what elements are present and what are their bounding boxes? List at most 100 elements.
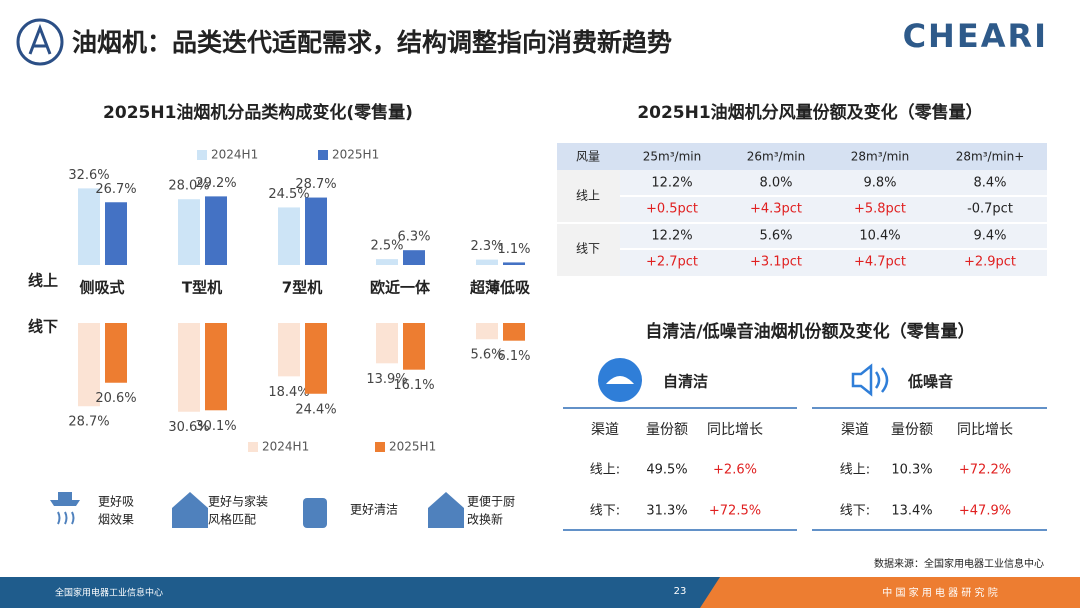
channel-label: 线上 (28, 272, 58, 290)
bar (476, 323, 498, 340)
page-number: 23 (674, 586, 687, 597)
row-label: 线上 (576, 189, 600, 203)
table-cell: 10.3% (891, 463, 932, 478)
change-cell: -0.7pct (967, 202, 1013, 217)
bar (178, 323, 200, 412)
bar (278, 323, 300, 377)
table-header: 同比增长 (957, 422, 1013, 438)
source-note: 数据来源：全国家用电器工业信息中心 (874, 557, 1044, 570)
footer-left: 全国家用电器工业信息中心 (55, 587, 163, 599)
table-cell: 线下: (840, 504, 870, 519)
bar (403, 250, 425, 265)
change-cell: +2.9pct (964, 255, 1016, 270)
table-name: 低噪音 (907, 373, 953, 391)
change-cell: +0.5pct (646, 202, 698, 217)
table-header: 风量 (576, 150, 600, 164)
value-label: 30.1% (195, 419, 236, 434)
feature-icons (50, 492, 464, 528)
value-label: 24.4% (295, 402, 336, 417)
value-label: 2.5% (370, 239, 403, 254)
table-cell: +47.9% (959, 504, 1011, 519)
table-header: 28m³/min (851, 150, 909, 164)
legend-swatch (248, 442, 258, 452)
x-tick-label: T型机 (182, 279, 222, 297)
table-cell: 49.5% (646, 463, 687, 478)
bar (78, 323, 100, 407)
legend-swatch (375, 442, 385, 452)
value-label: 26.7% (95, 182, 136, 197)
table-header: 26m³/min (747, 150, 805, 164)
bar (105, 323, 127, 383)
legend-label: 2025H1 (389, 440, 436, 454)
bar (305, 197, 327, 265)
feature-label: 烟效果 (98, 512, 134, 527)
row-label: 线下 (576, 242, 600, 256)
logo-mark (28, 23, 52, 55)
bar (205, 323, 227, 411)
table-header-bg (557, 143, 1047, 170)
value-label: 6.1% (497, 349, 530, 364)
value-label: 29.2% (195, 176, 236, 191)
feature-label: 风格匹配 (208, 512, 256, 527)
feature-label: 改换新 (467, 512, 503, 527)
table-cell: 13.4% (891, 504, 932, 519)
change-cell: +2.7pct (646, 255, 698, 270)
table-header: 量份额 (891, 422, 933, 438)
table-cell: +72.5% (709, 504, 761, 519)
bar (476, 259, 498, 265)
table-cell: +72.2% (959, 463, 1011, 478)
chart-title: 2025H1油烟机分品类构成变化(零售量) (103, 102, 413, 123)
icon-quiet (851, 363, 889, 397)
change-cell: +4.7pct (854, 255, 906, 270)
value-label: 28.7% (68, 415, 109, 430)
share-cell: 8.4% (973, 176, 1006, 191)
share-cell: 9.8% (863, 176, 896, 191)
footer-accent (700, 577, 1080, 608)
table-cell: 线下: (590, 504, 620, 519)
icon-house (428, 492, 464, 528)
table-name: 自清洁 (663, 373, 708, 391)
legend-swatch (197, 150, 207, 160)
legend-swatch (318, 150, 328, 160)
footer-right: 中 国 家 用 电 器 研 究 院 (882, 586, 997, 599)
table-title: 2025H1油烟机分风量份额及变化（零售量） (637, 102, 982, 123)
value-label: 6.3% (397, 230, 430, 245)
value-label: 13.9% (366, 372, 407, 387)
bar (503, 262, 525, 265)
x-tick-label: 超薄低吸 (469, 279, 531, 297)
share-cell: 12.2% (651, 229, 692, 244)
bar (403, 323, 425, 370)
table-header: 渠道 (591, 422, 619, 438)
channel-label: 线下 (28, 318, 58, 336)
bar (78, 188, 100, 265)
icon-house (172, 492, 208, 528)
bar (376, 323, 398, 364)
feature-label: 更好与家装 (208, 494, 268, 509)
table-header: 同比增长 (707, 422, 763, 438)
feature-label: 更好吸 (98, 495, 134, 509)
table-header: 量份额 (646, 422, 688, 438)
bar (205, 196, 227, 265)
brand-logo: CHEARI (903, 17, 1048, 55)
bar (305, 323, 327, 394)
x-tick-label: 侧吸式 (79, 279, 124, 297)
share-cell: 12.2% (651, 176, 692, 191)
table-cell: 线上: (590, 463, 620, 478)
legend-label: 2025H1 (332, 148, 379, 162)
icon-clean-hood (606, 376, 634, 384)
share-cell: 9.4% (973, 229, 1006, 244)
value-label: 16.1% (393, 378, 434, 393)
bar (178, 199, 200, 265)
icon-spray (303, 498, 327, 528)
value-label: 20.6% (95, 391, 136, 406)
legend-label: 2024H1 (211, 148, 258, 162)
bar (503, 323, 525, 341)
value-label: 18.4% (268, 385, 309, 400)
icon-hood (50, 492, 80, 506)
value-label: 5.6% (470, 348, 503, 363)
table-title: 自清洁/低噪音油烟机份额及变化（零售量） (645, 321, 974, 342)
value-label: 2.3% (470, 239, 503, 254)
table-cell: +2.6% (713, 463, 757, 478)
share-cell: 10.4% (859, 229, 900, 244)
